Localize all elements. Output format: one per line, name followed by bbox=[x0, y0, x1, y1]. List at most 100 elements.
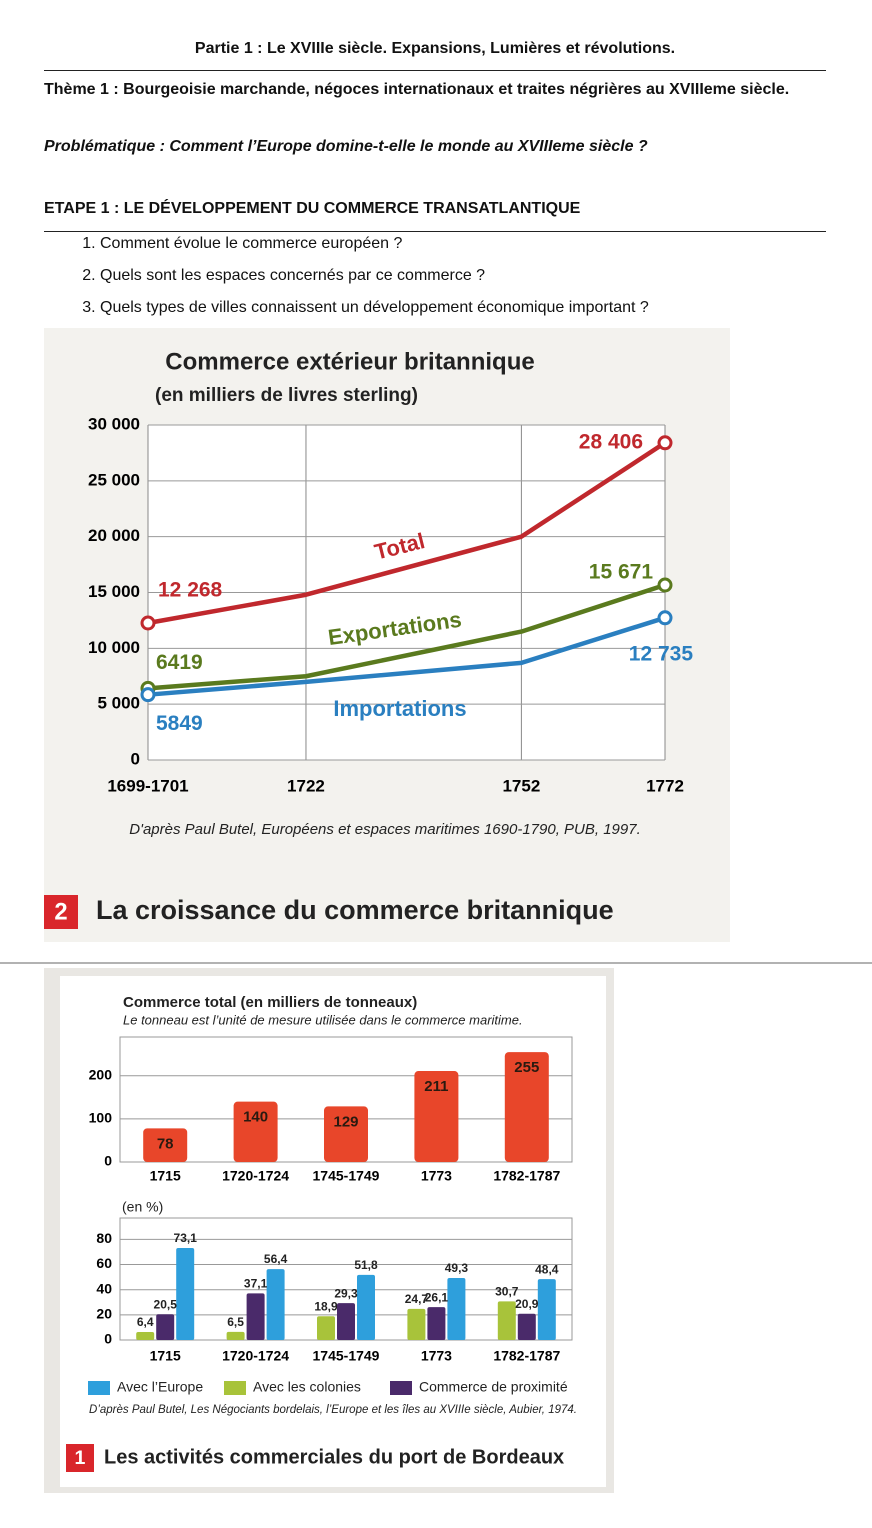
x-tick-label: 1715 bbox=[150, 1168, 181, 1184]
figure-source: D’après Paul Butel, Les Négociants borde… bbox=[89, 1404, 577, 1416]
question: Comment évolue le commerce européen ? bbox=[100, 232, 649, 264]
question: Quels types de villes connaissent un dév… bbox=[100, 296, 649, 328]
y-tick-label: 20 bbox=[96, 1306, 112, 1322]
x-tick-label: 1745-1749 bbox=[313, 1168, 380, 1184]
bar bbox=[497, 1301, 516, 1340]
theme: Thème 1 : Bourgeoisie marchande, négoces… bbox=[44, 81, 790, 98]
x-tick-label: 1722 bbox=[287, 776, 325, 795]
bar bbox=[317, 1316, 335, 1340]
plot-frame bbox=[119, 1036, 573, 1163]
bar bbox=[143, 1128, 188, 1162]
point bbox=[140, 687, 156, 703]
y-tick-label: 10 000 bbox=[88, 638, 140, 657]
x-tick-label: 1745-1749 bbox=[313, 1348, 380, 1364]
bar-label: 51,8 bbox=[354, 1258, 378, 1272]
x-tick-label: 1752 bbox=[502, 776, 540, 795]
bar bbox=[517, 1313, 536, 1340]
point bbox=[657, 610, 673, 626]
plot-frame bbox=[119, 1217, 573, 1341]
bar-label: 49,3 bbox=[445, 1261, 469, 1275]
bar-label: 30,7 bbox=[495, 1285, 519, 1299]
figure-background bbox=[44, 328, 730, 942]
bar bbox=[427, 1307, 446, 1340]
y-tick-label: 15 000 bbox=[88, 582, 140, 601]
legend-swatch bbox=[88, 1381, 110, 1395]
y-tick-label: 0 bbox=[104, 1331, 112, 1347]
bar-label: 29,3 bbox=[334, 1286, 358, 1300]
x-tick-label: 1773 bbox=[421, 1168, 452, 1184]
chart-title: Commerce extérieur britannique bbox=[165, 348, 534, 375]
x-tick-label: 1773 bbox=[421, 1348, 452, 1364]
bar-label: 37,1 bbox=[244, 1277, 268, 1291]
bar-label: 211 bbox=[424, 1078, 448, 1095]
question: Quels sont les espaces concernés par ce … bbox=[100, 264, 649, 296]
bar-label: 6,4 bbox=[137, 1315, 154, 1329]
x-tick-label: 1782-1787 bbox=[493, 1348, 560, 1364]
bar bbox=[537, 1279, 556, 1340]
bar-label: 24,7 bbox=[405, 1292, 429, 1306]
bar-label: 140 bbox=[243, 1109, 268, 1126]
rule bbox=[44, 231, 826, 232]
bar-label: 56,4 bbox=[264, 1252, 288, 1266]
series-label: Importations bbox=[333, 696, 466, 721]
y-tick-label: 5 000 bbox=[97, 694, 140, 713]
x-tick-label: 1715 bbox=[150, 1348, 181, 1364]
problematique: Problématique : Comment l’Europe domine-… bbox=[44, 138, 648, 155]
point bbox=[140, 680, 156, 696]
bar-label: 78 bbox=[157, 1135, 174, 1152]
x-tick-label: 1699-1701 bbox=[107, 776, 188, 795]
value-label: 15 671 bbox=[589, 561, 654, 584]
bar bbox=[136, 1331, 155, 1340]
y-tick-label: 80 bbox=[96, 1230, 112, 1246]
value-label: 12 735 bbox=[629, 642, 694, 665]
bar bbox=[324, 1106, 368, 1162]
y-tick-label: 0 bbox=[131, 749, 140, 768]
y-tick-label: 200 bbox=[89, 1066, 113, 1082]
bar-label: 18,9 bbox=[314, 1299, 338, 1313]
figure-badge bbox=[66, 1444, 94, 1472]
bar-label: 73,1 bbox=[174, 1231, 198, 1245]
x-tick-label: 1720-1724 bbox=[222, 1168, 289, 1184]
figure-badge bbox=[44, 895, 78, 929]
y-tick-label: 40 bbox=[96, 1280, 112, 1296]
series-label: Exportations bbox=[326, 607, 463, 650]
chart-subtitle: Le tonneau est l’unité de mesure utilisé… bbox=[123, 1012, 523, 1027]
bar bbox=[414, 1071, 459, 1162]
legend-swatch bbox=[390, 1381, 412, 1395]
bar-label: 20,5 bbox=[154, 1297, 178, 1311]
y-tick-label: 30 000 bbox=[88, 414, 140, 433]
chart-subtitle: (en milliers de livres sterling) bbox=[155, 385, 418, 406]
line bbox=[147, 615, 666, 697]
questions: Comment évolue le commerce européen ? Qu… bbox=[72, 232, 649, 328]
figure-caption: La croissance du commerce britannique bbox=[96, 895, 614, 925]
value-label: 6419 bbox=[156, 651, 203, 674]
bar bbox=[447, 1277, 466, 1340]
etape: ETAPE 1 : LE DÉVELOPPEMENT DU COMMERCE T… bbox=[44, 200, 581, 217]
bar bbox=[357, 1274, 375, 1340]
figure-background bbox=[44, 968, 614, 1493]
value-label: 12 268 bbox=[158, 579, 223, 602]
figure-source: D'après Paul Butel, Européens et espaces… bbox=[129, 821, 641, 838]
x-tick-label: 1772 bbox=[646, 776, 684, 795]
y-tick-label: 100 bbox=[89, 1110, 113, 1126]
bar bbox=[407, 1308, 426, 1340]
y-tick-label: 0 bbox=[104, 1153, 112, 1169]
bar bbox=[504, 1052, 549, 1162]
legend-label: Avec les colonies bbox=[253, 1379, 361, 1395]
plot-background bbox=[148, 425, 665, 760]
x-tick-label: 1720-1724 bbox=[222, 1348, 289, 1364]
line bbox=[147, 440, 667, 626]
figure-card bbox=[60, 976, 606, 1487]
bar bbox=[233, 1101, 278, 1162]
bar bbox=[176, 1248, 195, 1340]
figure-number: 1 bbox=[75, 1447, 86, 1469]
bar-label: 48,4 bbox=[535, 1262, 559, 1276]
line bbox=[147, 582, 666, 691]
y-tick-label: 25 000 bbox=[88, 470, 140, 489]
bar-label: 26,1 bbox=[425, 1290, 449, 1304]
bar-label: 255 bbox=[514, 1059, 539, 1076]
series-label: Total bbox=[372, 528, 427, 565]
value-label: 5849 bbox=[156, 712, 203, 735]
point bbox=[657, 577, 673, 593]
